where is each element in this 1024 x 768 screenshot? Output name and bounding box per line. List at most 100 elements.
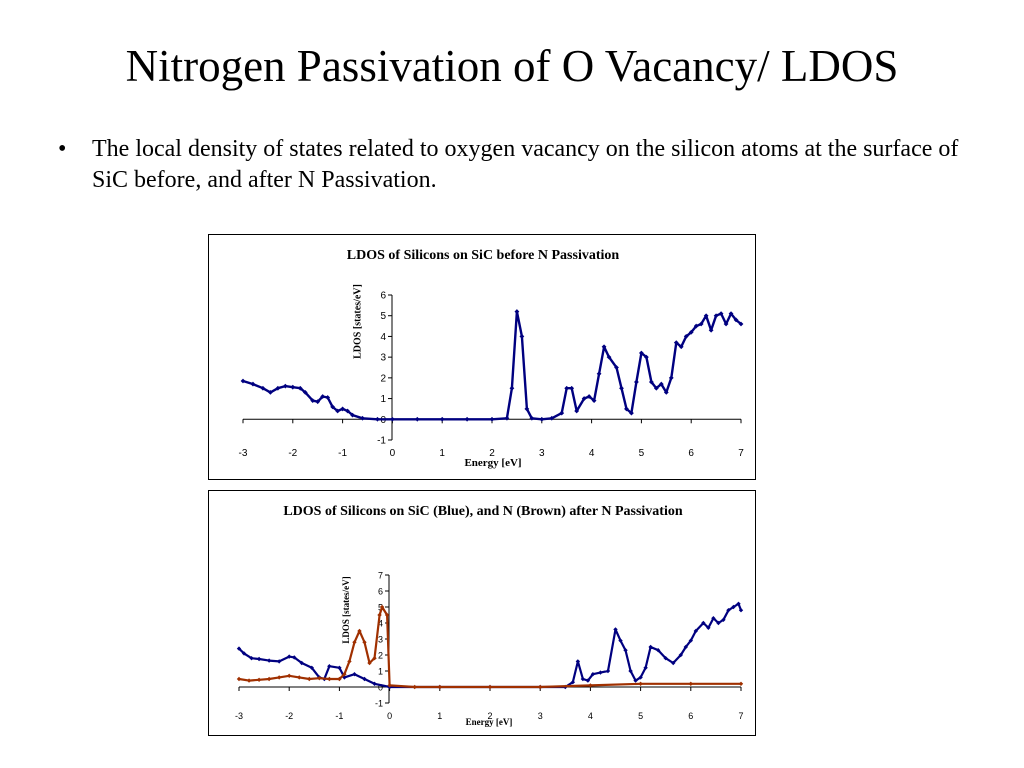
data-point [678,344,684,350]
y-tick-label: 5 [380,311,386,322]
data-point [297,675,302,680]
x-tick-label: -2 [285,711,293,721]
x-tick-label: 0 [387,711,392,721]
data-point [337,676,342,682]
y-tick-label: 2 [378,651,383,661]
x-axis-title: Energy [eV] [465,717,513,727]
data-point [330,404,336,410]
data-point [299,660,304,666]
y-tick-label: 2 [380,373,386,384]
x-tick-label: 4 [589,448,595,459]
data-point [718,311,724,317]
y-tick-label: 1 [380,394,386,405]
data-point [624,406,629,412]
y-tick-label: 6 [380,291,386,302]
x-axis-title: Energy [eV] [464,457,522,469]
data-point [360,415,365,421]
data-point [529,415,535,421]
data-point [693,628,699,634]
data-point [701,620,706,626]
x-tick-label: -3 [235,711,243,721]
x-tick-label: 7 [738,711,743,721]
data-point [362,676,367,682]
data-point [581,396,587,401]
x-tick-label: 1 [439,448,445,459]
data-point [673,340,679,346]
y-tick-label: 1 [378,667,383,677]
x-tick-label: 2 [489,448,495,459]
x-tick-label: 3 [538,711,543,721]
data-point [236,676,242,682]
x-tick-label: 5 [638,711,643,721]
data-point [524,406,530,412]
data-point [688,329,694,335]
bullet-marker: • [58,136,67,162]
data-point [726,608,731,613]
data-point [276,675,282,680]
data-point [728,311,734,317]
data-point [559,410,565,416]
data-point [246,678,252,683]
data-point [307,676,312,682]
x-tick-label: 3 [539,448,545,459]
data-point [519,334,525,339]
data-point [377,612,382,618]
data-point [614,365,619,370]
data-point [574,408,580,414]
data-point [663,389,669,395]
data-point [266,658,272,663]
data-point [345,408,350,414]
data-point [698,321,704,327]
data-point [357,628,362,634]
y-tick-label: 4 [380,332,386,343]
data-point [538,684,543,690]
y-tick-label: 3 [378,635,383,645]
data-point [310,398,316,404]
data-point [683,334,689,339]
data-point [335,408,341,414]
data-point [260,385,266,391]
data-point [683,644,688,650]
x-tick-label: 2 [487,711,492,721]
data-point [325,395,331,400]
data-point [509,385,515,391]
y-tick-label: 0 [378,683,383,693]
data-point [282,383,288,389]
y-tick-label: -1 [375,699,383,709]
data-point [384,612,390,618]
data-point [648,644,653,650]
y-tick-label: 4 [378,619,383,629]
x-tick-label: -3 [239,448,248,459]
data-point [414,416,420,422]
chart-title: LDOS of Silicons on SiC (Blue), and N (B… [283,504,683,519]
data-point [275,385,281,391]
data-point [256,677,262,682]
chart-before-passivation: LDOS of Silicons on SiC before N Passiva… [208,234,756,480]
data-point [628,668,633,674]
data-point [668,375,674,381]
data-point [606,354,612,360]
data-point [688,681,693,686]
y-tick-label: 3 [380,353,386,364]
chart-after-passivation: LDOS of Silicons on SiC (Blue), and N (B… [208,490,756,736]
data-point [703,313,709,319]
data-point [487,684,493,690]
data-point [350,412,355,418]
data-point [653,385,659,391]
data-point [634,379,639,385]
data-point [731,604,736,610]
data-point [290,384,296,390]
data-point [297,385,303,391]
x-tick-label: 5 [639,448,645,459]
data-point [585,678,591,683]
x-tick-label: 6 [688,448,694,459]
x-tick-label: 1 [437,711,442,721]
bullet-text: The local density of states related to o… [92,136,959,193]
chart-title: LDOS of Silicons on SiC before N Passiva… [346,248,620,263]
data-point [601,344,607,350]
y-tick-label: 7 [378,571,383,581]
x-tick-label: -2 [288,448,297,459]
data-point [266,676,272,682]
